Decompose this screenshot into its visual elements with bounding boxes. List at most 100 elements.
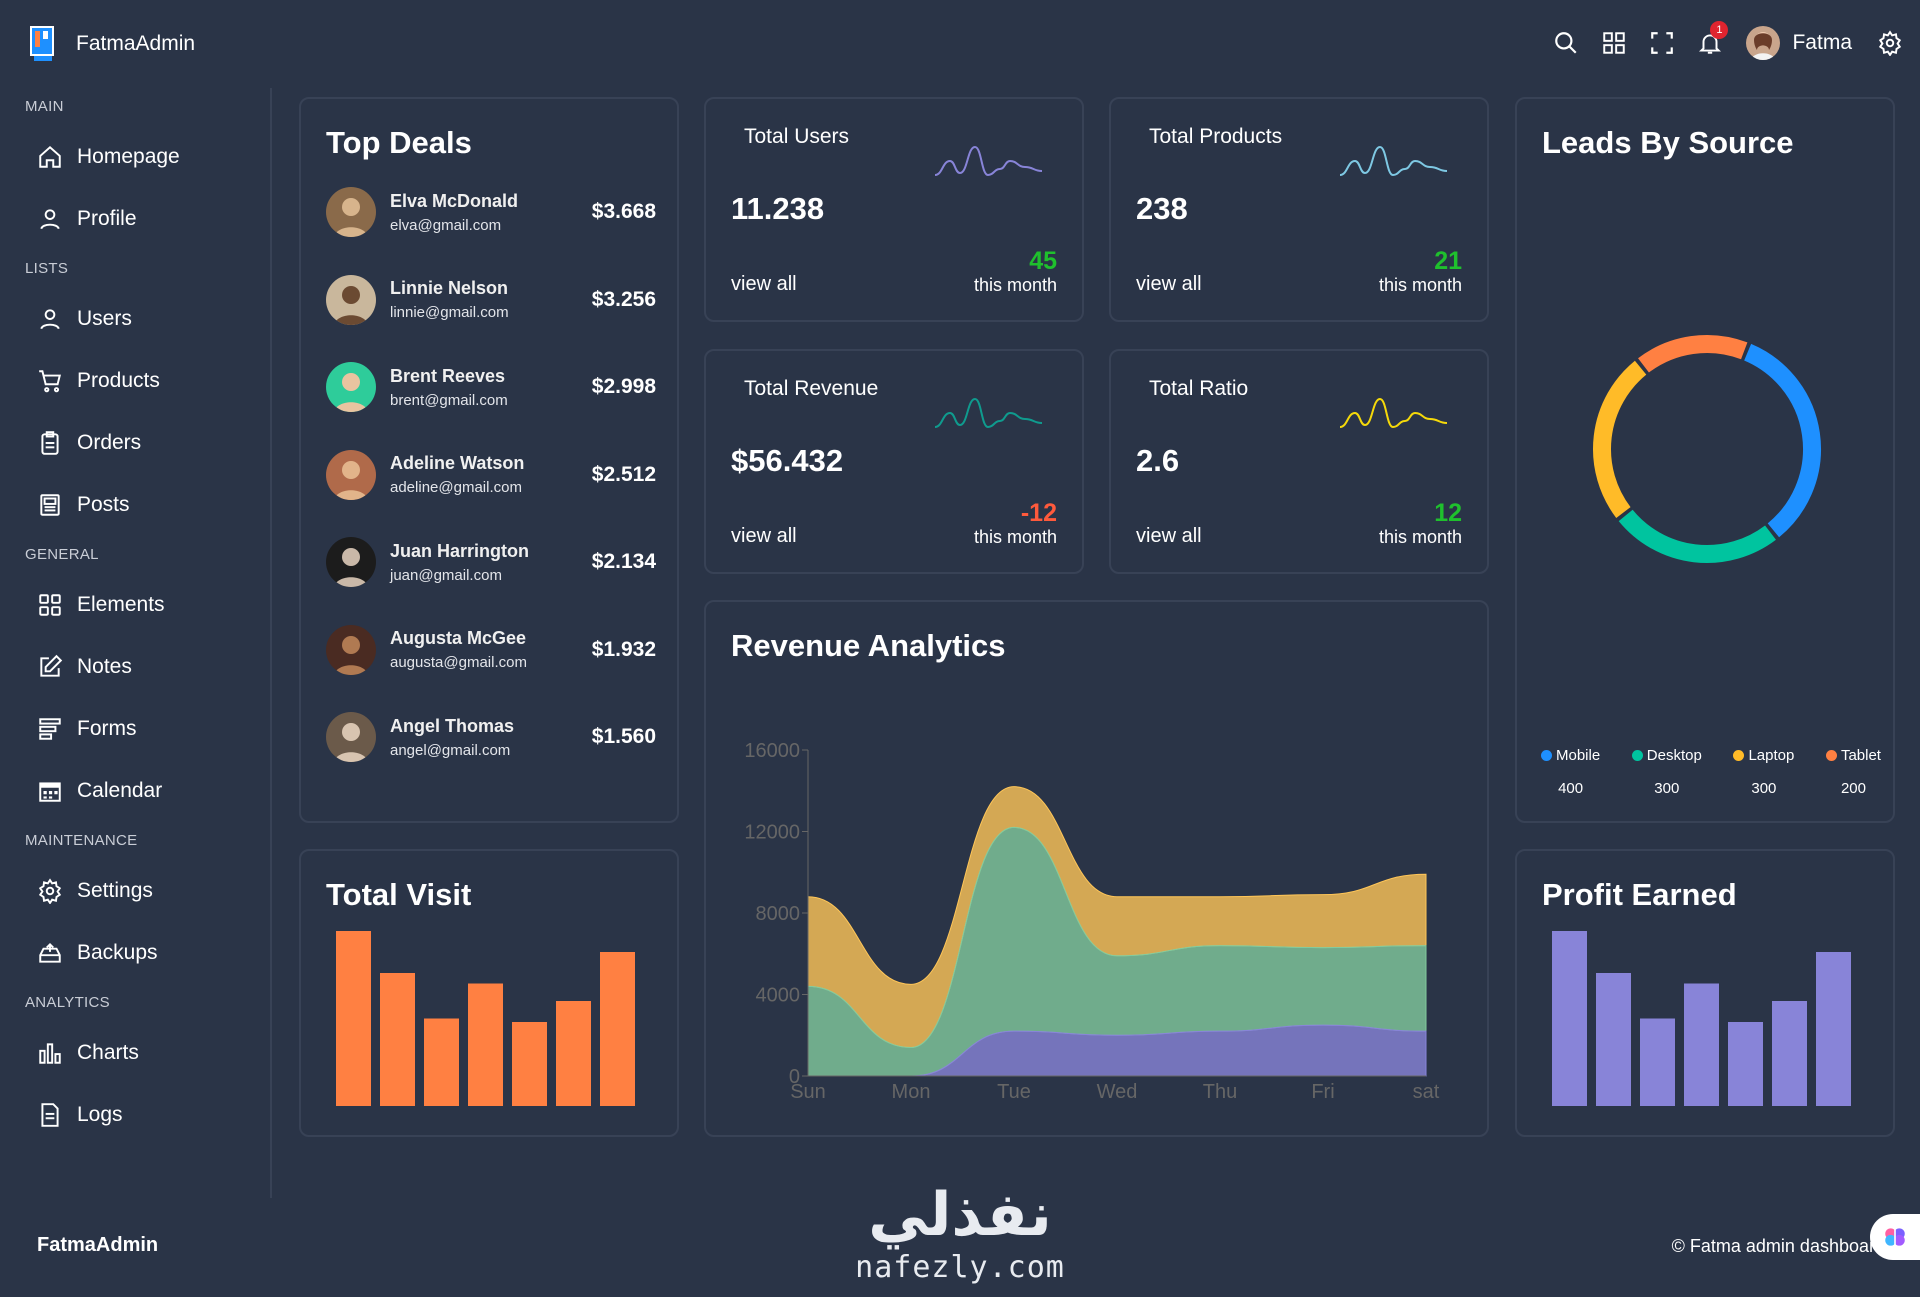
area-chart: 0 4000 8000 12000 16000 Sun Mon Tue Wed Thu Fri sat [744,740,1439,1103]
bar[interactable] [1684,983,1719,1107]
x-tick-label: Sun [790,1081,826,1103]
sidebar-item-profile[interactable]: Profile [0,188,270,250]
sidebar-item-forms[interactable]: Forms [0,698,270,760]
profit-earned-title: Profit Earned [1542,877,1737,912]
user-menu[interactable]: Fatma [1746,26,1852,60]
view-all-link[interactable]: view all [731,525,797,547]
stat-period: this month [973,527,1057,547]
stat-value: 238 [1136,191,1188,226]
sidebar-section-title: MAINTENANCE [25,832,138,849]
avatar [326,362,376,412]
deal-info: Adeline Watson adeline@gmail.com [390,453,592,496]
donut-slice[interactable] [1638,335,1748,373]
deal-amount: $1.932 [591,637,656,661]
bar[interactable] [1596,973,1631,1106]
deal-amount: $2.998 [591,375,656,398]
bar[interactable] [336,931,371,1106]
sidebar-item-label: Calendar [77,779,163,802]
deal-row[interactable]: Linnie Nelson linnie@gmail.com $3.256 [326,273,656,327]
sidebar-item-elements[interactable]: Elements [0,574,270,636]
y-tick-label: 12000 [744,822,800,844]
sidebar-item-homepage[interactable]: Homepage [0,126,270,188]
view-all-link[interactable]: view all [1136,273,1202,295]
stat-value: 2.6 [1136,443,1180,478]
sidebar-item-backups[interactable]: Backups [0,922,270,984]
cart-icon [39,370,61,393]
leads-card: Leads By Source Mobile 400 Desktop 300 Lapto… [1515,97,1895,823]
view-all-link[interactable]: view all [1136,525,1202,547]
logo[interactable]: FatmaAdmin [30,26,195,62]
clipboard-icon [41,431,59,455]
bar[interactable] [556,1001,591,1106]
bar[interactable] [424,1018,459,1107]
donut-slice[interactable] [1593,360,1647,518]
stat-change: 12 [1434,499,1462,527]
sidebar-item-users[interactable]: Users [0,288,270,350]
home-icon [39,145,61,168]
sidebar-item-posts[interactable]: Posts [0,474,270,536]
sidebar-item-settings[interactable]: Settings [0,860,270,922]
sidebar-item-products[interactable]: Products [0,350,270,412]
bar-chart [336,931,635,1107]
watermark-url: nafezly.com [855,1250,1065,1285]
top-deals-card: Top Deals Elva McDonald elva@gmail.com $3.… [299,97,679,823]
bar[interactable] [1816,952,1851,1106]
watermark: نفذلي nafezly.com [850,1180,1070,1295]
bar[interactable] [380,973,415,1106]
bar[interactable] [1728,1022,1763,1106]
legend-value: 200 [1840,780,1866,797]
stat-label: Total Ratio [1149,377,1249,400]
sidebar-section-title: ANALYTICS [25,994,110,1011]
sidebar-item-charts[interactable]: Charts [0,1022,270,1084]
total-users-card: Total Users 11.238 view all 45 this mont… [704,97,1084,322]
deal-row[interactable]: Juan Harrington juan@gmail.com $2.134 [326,535,656,589]
deal-row[interactable]: Elva McDonald elva@gmail.com $3.668 [326,185,656,239]
sidebar-item-logs[interactable]: Logs [0,1084,270,1146]
sparkline-path [934,145,1043,177]
bar[interactable] [600,952,635,1106]
stat-period: this month [1378,275,1462,295]
top-deals-title: Top Deals [326,125,472,160]
apps-icon[interactable] [1598,27,1630,59]
avatar [1746,26,1781,60]
sidebar-item-label: Profile [77,207,137,230]
profit-earned-card: Profit Earned [1515,849,1895,1137]
stat-period: this month [973,275,1057,295]
gear-icon [38,878,62,904]
stat-change: 21 [1434,247,1462,275]
bell-icon[interactable]: 1 [1694,21,1729,59]
bar[interactable] [468,983,503,1107]
sidebar-item-label: Backups [77,941,158,964]
deal-email: augusta@gmail.com [390,654,527,671]
settings-icon[interactable] [1874,27,1906,59]
donut-slice[interactable] [1744,343,1821,538]
sidebar-item-label: Orders [77,431,142,454]
logo-icon [30,26,54,61]
notes-icon [40,654,63,677]
bar[interactable] [1772,1001,1807,1106]
view-all-link[interactable]: view all [731,273,797,295]
search-icon[interactable] [1550,27,1582,59]
sidebar-item-calendar[interactable]: Calendar [0,760,270,822]
stat-value: $56.432 [731,443,844,478]
deal-row[interactable]: Brent Reeves brent@gmail.com $2.998 [326,360,656,414]
bar[interactable] [1552,931,1587,1106]
sidebar-item-orders[interactable]: Orders [0,412,270,474]
legend-item: Mobile 400 [1541,747,1600,797]
deal-row[interactable]: Adeline Watson adeline@gmail.com $2.512 [326,448,656,502]
logs-icon [41,1103,59,1127]
avatar [326,449,376,500]
sidebar-item-label: Notes [77,655,132,678]
total-revenue-card: Total Revenue $56.432 view all -12 this … [704,349,1084,574]
deal-name: Elva McDonald [390,190,519,211]
deal-row[interactable]: Angel Thomas angel@gmail.com $1.560 [326,710,656,764]
bar[interactable] [512,1022,547,1106]
assistant-button[interactable] [1870,1214,1920,1260]
bar[interactable] [1640,1018,1675,1107]
total-visit-card: Total Visit [299,849,679,1137]
donut-slice[interactable] [1618,509,1776,563]
deal-row[interactable]: Augusta McGee augusta@gmail.com $1.932 [326,623,656,677]
fullscreen-icon[interactable] [1646,27,1678,59]
sidebar-item-notes[interactable]: Notes [0,636,270,698]
stat-period: this month [1378,527,1462,547]
